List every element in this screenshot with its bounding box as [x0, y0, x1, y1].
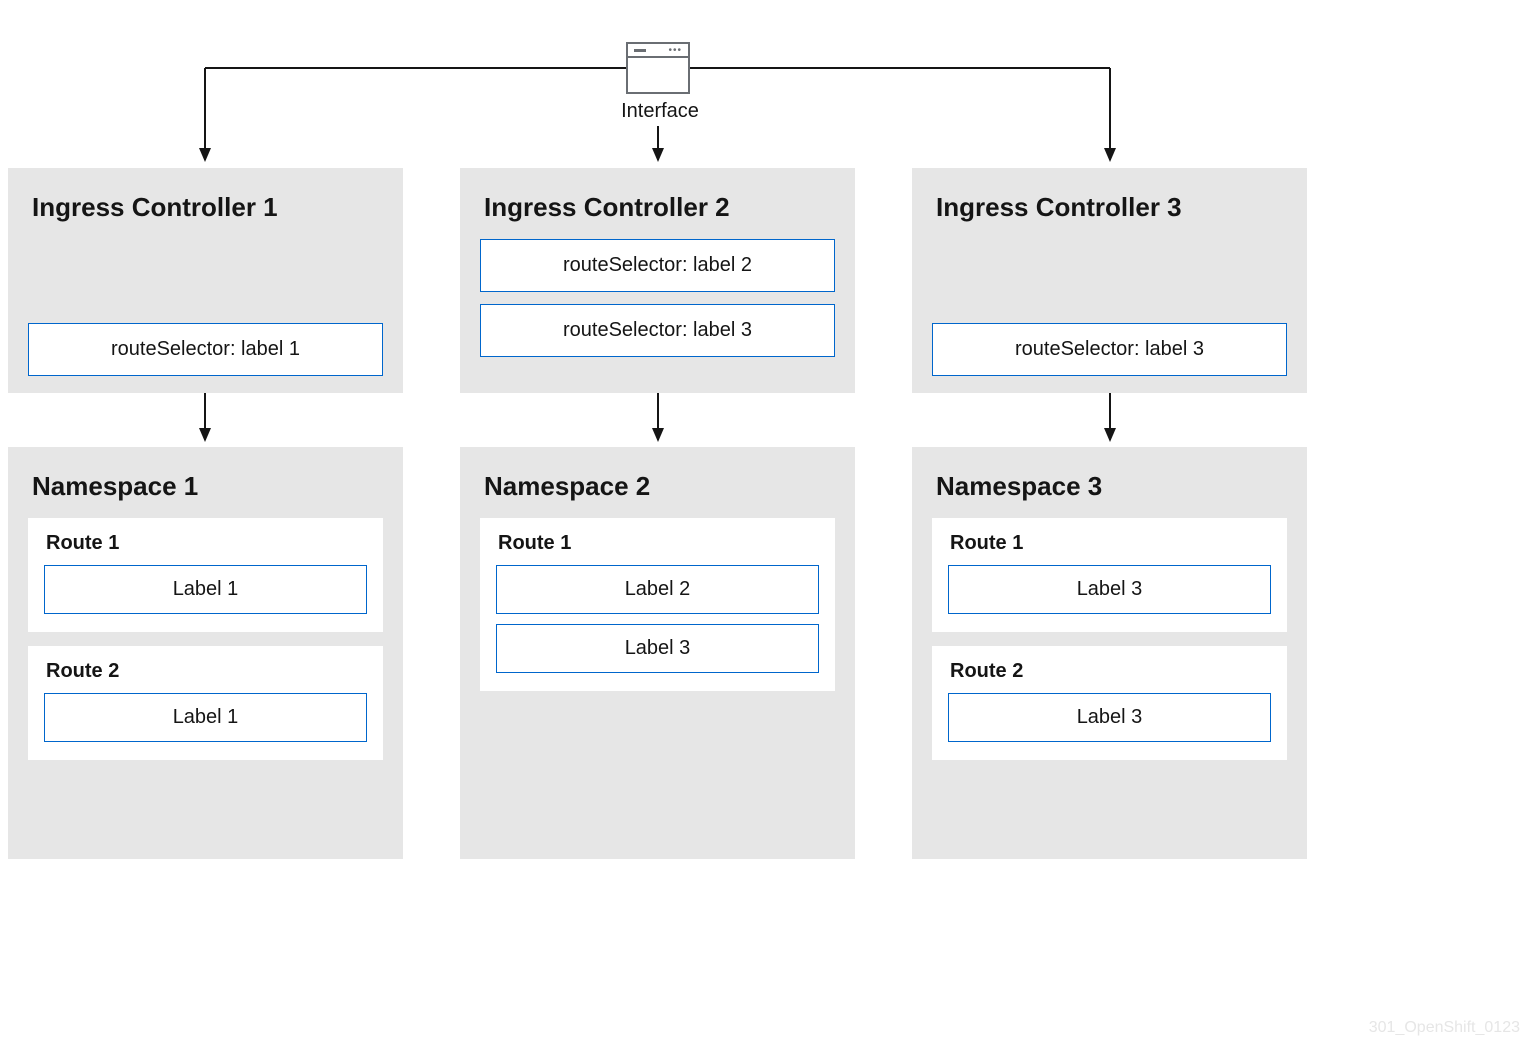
route-title: Route 2	[950, 660, 1271, 683]
ingress-controller-1-title: Ingress Controller 1	[32, 192, 383, 223]
route-box: Route 1 Label 3	[932, 518, 1287, 632]
route-title: Route 1	[498, 532, 819, 555]
route-selector-box: routeSelector: label 1	[28, 323, 383, 376]
ingress-controller-1-panel: Ingress Controller 1 routeSelector: label…	[8, 168, 403, 393]
label-box: Label 2	[496, 565, 819, 614]
ingress-controller-3-title: Ingress Controller 3	[936, 192, 1287, 223]
ingress-controller-3-panel: Ingress Controller 3 routeSelector: label…	[912, 168, 1307, 393]
route-box: Route 2 Label 1	[28, 646, 383, 760]
route-box: Route 1 Label 1	[28, 518, 383, 632]
namespace-3-panel: Namespace 3 Route 1 Label 3 Route 2 Label 3	[912, 447, 1307, 859]
route-selector-box: routeSelector: label 2	[480, 239, 835, 292]
label-box: Label 1	[44, 693, 367, 742]
footer-text: 301_OpenShift_0123	[1369, 1019, 1520, 1037]
ingress-controller-2-panel: Ingress Controller 2 routeSelector: label…	[460, 168, 855, 393]
route-title: Route 2	[46, 660, 367, 683]
spacer	[932, 239, 1287, 311]
namespace-3-title: Namespace 3	[936, 471, 1287, 502]
interface-icon: •••	[626, 42, 690, 94]
namespace-2-title: Namespace 2	[484, 471, 835, 502]
interface-icon-dash	[634, 49, 646, 52]
route-title: Route 1	[46, 532, 367, 555]
interface-label: Interface	[618, 100, 702, 123]
namespace-2-panel: Namespace 2 Route 1 Label 2 Label 3	[460, 447, 855, 859]
label-box: Label 3	[948, 693, 1271, 742]
interface-icon-dots: •••	[668, 48, 682, 54]
route-box: Route 2 Label 3	[932, 646, 1287, 760]
route-selector-box: routeSelector: label 3	[932, 323, 1287, 376]
spacer	[28, 239, 383, 311]
namespace-1-title: Namespace 1	[32, 471, 383, 502]
route-box: Route 1 Label 2 Label 3	[480, 518, 835, 691]
route-selector-box: routeSelector: label 3	[480, 304, 835, 357]
namespace-1-panel: Namespace 1 Route 1 Label 1 Route 2 Label 1	[8, 447, 403, 859]
ingress-controller-2-title: Ingress Controller 2	[484, 192, 835, 223]
route-title: Route 1	[950, 532, 1271, 555]
label-box: Label 3	[496, 624, 819, 673]
label-box: Label 3	[948, 565, 1271, 614]
label-box: Label 1	[44, 565, 367, 614]
